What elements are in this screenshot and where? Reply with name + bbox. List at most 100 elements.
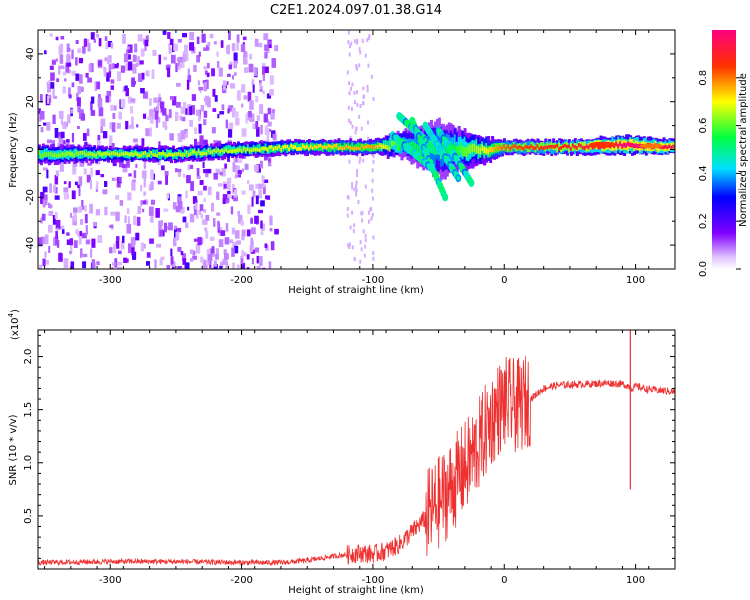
noise-speckle (264, 179, 269, 183)
noise-speckle (94, 81, 97, 91)
signal-band (341, 146, 345, 151)
noise-speckle (194, 199, 198, 206)
noise-speckle (234, 245, 239, 254)
signal-band (520, 146, 524, 150)
signal-band (662, 145, 666, 150)
noise-speckle (361, 218, 364, 223)
noise-speckle (127, 61, 133, 71)
noise-speckle (231, 43, 236, 52)
noise-speckle (347, 30, 350, 35)
signal-band (526, 145, 530, 149)
signal-band (359, 143, 363, 151)
signal-band (587, 145, 591, 150)
noise-speckle (115, 194, 120, 200)
signal-band (321, 145, 325, 150)
noise-speckle (225, 261, 229, 269)
noise-speckle (63, 258, 69, 268)
noise-speckle (256, 255, 259, 264)
noise-speckle (135, 232, 140, 241)
noise-speckle (243, 55, 248, 65)
noise-speckle (98, 38, 102, 47)
noise-speckle (368, 33, 371, 38)
noise-speckle (63, 181, 67, 185)
noise-speckle (148, 127, 152, 137)
noise-speckle (209, 248, 213, 259)
noise-speckle (266, 195, 271, 200)
noise-speckle (158, 54, 162, 65)
noise-speckle (372, 250, 375, 255)
signal-band (485, 147, 489, 154)
noise-speckle (182, 101, 187, 109)
noise-speckle (71, 82, 75, 88)
noise-speckle (180, 106, 186, 114)
noise-speckle (212, 88, 216, 97)
noise-speckle (96, 33, 100, 38)
noise-speckle (197, 115, 201, 122)
noise-speckle (213, 172, 218, 180)
noise-speckle (66, 53, 71, 63)
signal-band (203, 151, 207, 156)
signal-band (382, 144, 386, 149)
signal-band (258, 148, 262, 153)
noise-speckle (176, 168, 182, 172)
noise-speckle (370, 216, 373, 221)
noise-speckle (185, 108, 190, 115)
noise-speckle (249, 113, 255, 122)
noise-speckle (177, 200, 183, 210)
signal-band (89, 151, 93, 156)
signal-streak (443, 195, 447, 200)
noise-speckle (189, 213, 195, 223)
noise-speckle (133, 215, 136, 226)
noise-speckle (51, 268, 56, 269)
signal-band (343, 142, 347, 150)
noise-speckle (255, 121, 259, 130)
noise-speckle (160, 256, 165, 261)
noise-speckle (260, 223, 265, 231)
noise-speckle (206, 72, 210, 78)
noise-speckle (166, 264, 170, 269)
noise-speckle (228, 122, 234, 130)
signal-band (85, 152, 89, 157)
signal-peak (588, 141, 617, 148)
noise-speckle (215, 253, 219, 260)
noise-speckle (153, 97, 157, 103)
noise-speckle (203, 119, 207, 126)
noise-speckle (190, 257, 194, 262)
signal-band (189, 148, 193, 156)
noise-speckle (115, 211, 120, 222)
noise-speckle (346, 195, 349, 200)
noise-speckle (194, 202, 198, 210)
signal-band (55, 153, 59, 159)
signal-band (223, 149, 227, 154)
noise-speckle (263, 153, 268, 161)
noise-speckle (355, 192, 358, 197)
noise-speckle (45, 268, 49, 269)
colorbar-ticks: 0.0 0.2 0.4 0.6 0.8 (698, 70, 741, 277)
signal-band (63, 152, 67, 158)
noise-speckle (348, 244, 351, 249)
signal-band (219, 149, 223, 154)
noise-speckle (95, 160, 101, 165)
noise-speckle (79, 248, 83, 258)
signal-band (301, 144, 305, 148)
noise-speckle (200, 105, 204, 112)
signal-band (583, 141, 587, 150)
noise-speckle (135, 56, 141, 60)
noise-speckle (150, 215, 154, 223)
noise-speckle (260, 231, 264, 236)
noise-speckle (258, 183, 263, 190)
signal-band (235, 148, 239, 153)
noise-speckle (52, 237, 56, 246)
noise-speckle (190, 181, 194, 191)
colorbar-tick-label: 0.0 (698, 261, 709, 277)
noise-speckle (81, 199, 84, 207)
noise-speckle (205, 214, 210, 221)
signal-band (240, 149, 244, 154)
noise-speckle (176, 82, 181, 87)
noise-speckle (355, 180, 358, 185)
noise-speckle (253, 67, 257, 76)
noise-speckle (259, 256, 263, 266)
noise-speckle (111, 177, 115, 181)
signal-band (573, 145, 577, 149)
noise-speckle (355, 90, 358, 95)
